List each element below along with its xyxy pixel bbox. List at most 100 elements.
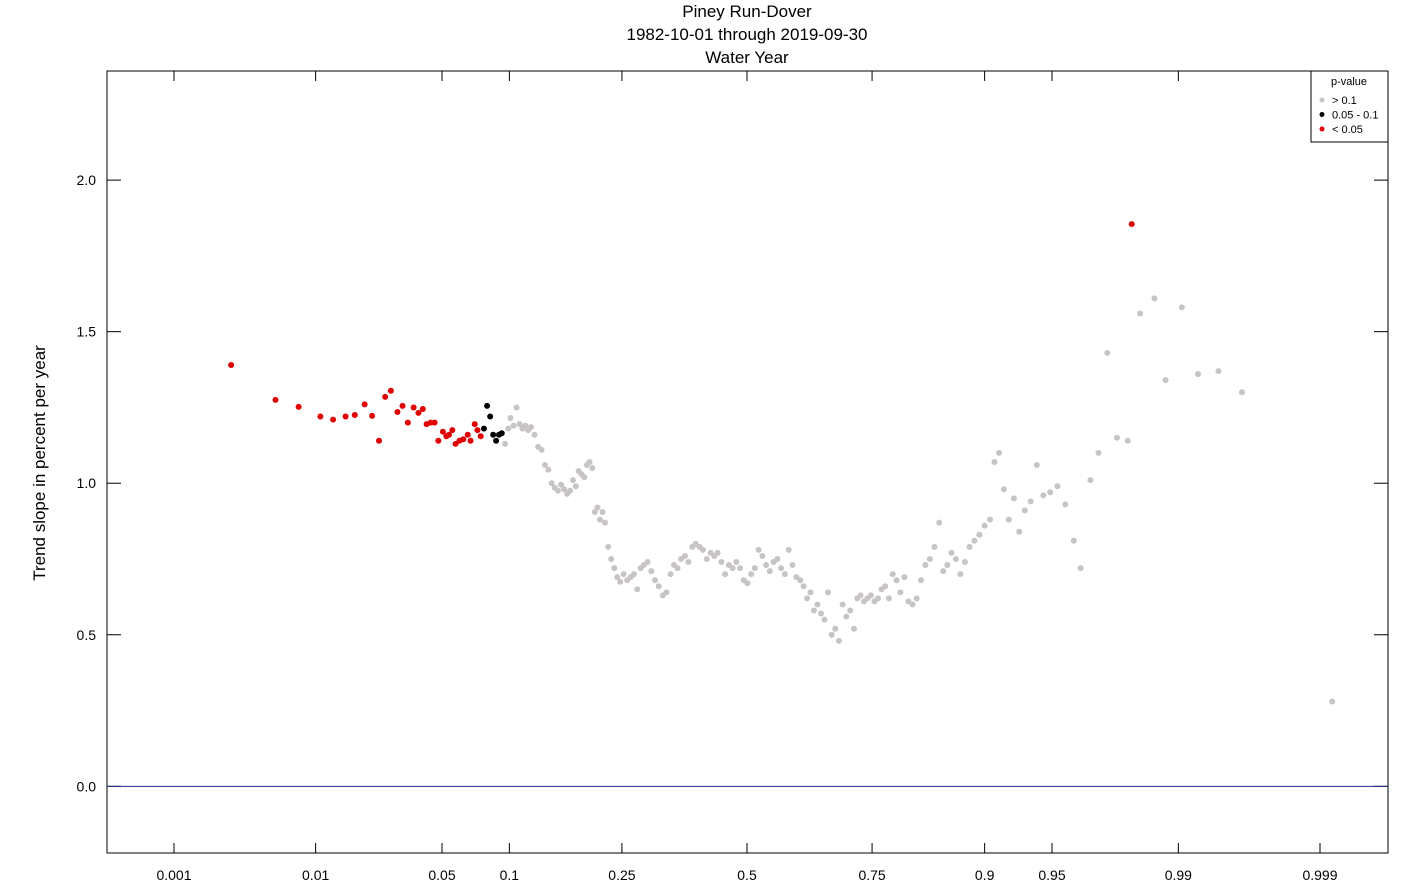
data-point: [850, 625, 857, 632]
data-point: [807, 589, 814, 596]
x-tick-label: 0.95: [1038, 867, 1065, 883]
data-point: [961, 559, 968, 566]
x-tick-label: 0.01: [302, 867, 329, 883]
data-point: [513, 404, 520, 411]
data-point: [445, 431, 452, 438]
data-point: [804, 595, 811, 602]
data-point: [594, 504, 601, 511]
data-point: [387, 387, 394, 394]
data-point: [893, 577, 900, 584]
data-point: [1054, 483, 1061, 490]
data-point: [685, 559, 692, 566]
data-point: [531, 431, 538, 438]
data-point: [821, 616, 828, 623]
title-line-2: 1982-10-01 through 2019-09-30: [626, 25, 867, 44]
data-point: [1062, 501, 1069, 508]
y-axis-label: Trend slope in percent per year: [30, 345, 49, 581]
data-point: [1010, 495, 1017, 502]
data-point: [295, 403, 302, 410]
data-point: [922, 562, 929, 569]
data-point: [415, 409, 422, 416]
data-point: [774, 555, 781, 562]
legend-label: > 0.1: [1332, 95, 1357, 107]
data-point: [1178, 304, 1185, 311]
data-point: [1077, 565, 1084, 572]
data-point: [630, 571, 637, 578]
data-point: [548, 480, 555, 487]
data-point: [655, 583, 662, 590]
data-point: [1027, 498, 1034, 505]
data-point: [814, 601, 821, 608]
data-point: [510, 422, 517, 429]
data-point: [901, 574, 908, 581]
data-point: [484, 402, 491, 409]
data-point: [759, 552, 766, 559]
data-point: [744, 580, 751, 587]
data-point: [1162, 377, 1169, 384]
data-point: [480, 425, 487, 432]
data-point: [1104, 349, 1111, 356]
data-point: [1128, 221, 1135, 228]
data-point: [602, 519, 609, 526]
data-point: [342, 413, 349, 420]
data-point: [431, 419, 438, 426]
data-point: [1151, 295, 1158, 302]
data-point: [652, 577, 659, 584]
legend-label: 0.05 - 0.1: [1332, 110, 1378, 122]
data-point: [351, 412, 358, 419]
data-point: [477, 433, 484, 440]
data-point: [797, 577, 804, 584]
data-point: [1070, 537, 1077, 544]
legend-marker: [1319, 112, 1325, 117]
data-point: [1040, 492, 1047, 499]
data-point: [399, 402, 406, 409]
data-point: [605, 543, 612, 550]
data-point: [931, 543, 938, 550]
data-point: [847, 607, 854, 614]
x-tick-label: 0.001: [156, 867, 191, 883]
x-tick-label: 0.99: [1165, 867, 1192, 883]
data-point: [789, 562, 796, 569]
legend-marker: [1319, 97, 1325, 103]
data-point: [1047, 489, 1054, 496]
data-point: [966, 543, 973, 550]
data-point: [597, 516, 604, 523]
data-point: [474, 427, 481, 434]
data-point: [991, 459, 998, 465]
data-point: [913, 595, 920, 602]
chart-title: Piney Run-Dover 1982-10-01 through 2019-…: [626, 2, 867, 67]
data-point: [620, 571, 627, 578]
data-point: [1087, 477, 1094, 484]
data-point: [228, 362, 235, 369]
data-point: [825, 589, 832, 596]
data-point: [766, 568, 773, 575]
data-point: [940, 568, 947, 575]
x-tick-label: 0.1: [500, 867, 520, 883]
data-point: [885, 595, 892, 602]
data-point: [674, 565, 681, 572]
data-point: [490, 431, 497, 438]
data-point: [644, 559, 651, 566]
data-point: [1033, 462, 1040, 469]
data-point: [591, 509, 598, 516]
data-point: [957, 571, 964, 578]
data-point: [567, 487, 574, 494]
y-axis: 0.0 0.5 1.0 1.5 2.0: [77, 172, 1388, 794]
title-line-3: Water Year: [705, 48, 789, 67]
data-point: [1215, 368, 1222, 375]
data-point: [554, 487, 561, 494]
data-point: [905, 598, 912, 605]
data-point: [718, 559, 725, 566]
data-point: [1021, 507, 1028, 514]
data-point: [976, 531, 983, 538]
data-point: [382, 393, 389, 400]
data-point: [681, 552, 688, 559]
data-point: [987, 516, 994, 523]
data-point: [817, 610, 824, 617]
data-point: [542, 462, 549, 469]
x-tick-label: 0.5: [737, 867, 757, 883]
data-point: [419, 405, 426, 412]
x-tick-label: 0.999: [1302, 867, 1337, 883]
data-point: [522, 422, 529, 429]
data-point: [1195, 371, 1202, 378]
